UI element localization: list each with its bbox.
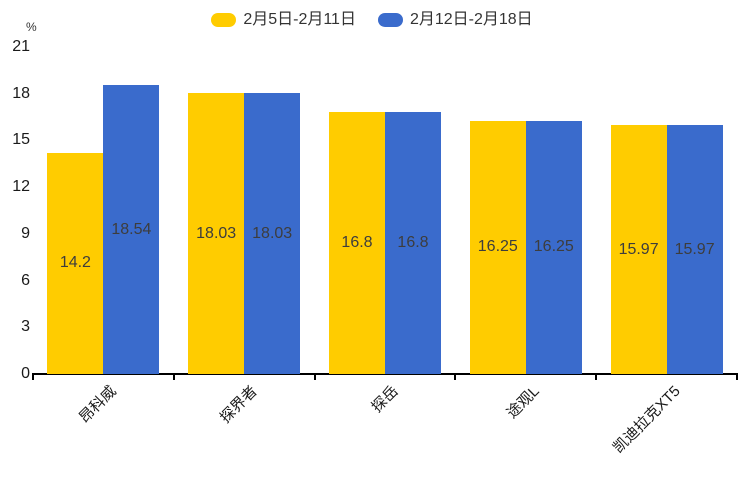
bar-value-label: 18.03 [196,224,237,242]
x-axis-tick [313,374,316,380]
x-axis-tick [172,374,175,380]
x-axis-category-label: 凯迪拉克XT5 [609,382,684,457]
bar [525,120,582,374]
y-axis-tick-label: 0 [21,365,30,382]
bar [47,152,104,374]
bar-value-label: 18.03 [252,224,293,242]
y-axis-tick-label: 9 [21,224,30,242]
chart-legend: 2月5日-2月11日 2月12日-2月18日 [0,9,744,31]
bar [103,85,160,374]
bar-value-label: 15.97 [618,240,659,258]
y-axis-tick-label: 18 [12,84,30,102]
y-axis-tick-label: 12 [12,178,30,196]
bar [329,112,385,374]
legend-label: 2月12日-2月18日 [409,11,533,28]
x-axis-category-label: 探岳 [368,382,402,416]
bar [244,93,301,374]
y-axis-tick-label: 6 [21,271,30,289]
bar [666,125,723,374]
x-axis-tick [32,374,34,380]
bar [385,112,441,374]
legend-label: 2月5日-2月11日 [243,11,356,28]
y-axis-tick-label: 3 [21,318,30,336]
legend-swatch-icon [377,13,403,27]
bar [610,125,667,374]
x-axis-category-label: 探界者 [217,382,261,427]
bar-value-label: 16.25 [533,238,574,256]
x-axis-category-label: 途观L [503,382,543,422]
bar [469,120,526,374]
bar-value-label: 18.54 [111,220,152,238]
x-axis-category-label: 昂科威 [76,382,121,427]
x-axis-tick [595,374,598,380]
legend-item: 2月12日-2月18日 [377,11,533,29]
y-axis-unit-label: % [26,20,37,34]
y-axis-tick-label: 15 [12,131,30,149]
legend-swatch-icon [211,13,237,27]
bar-value-label: 16.8 [397,234,429,252]
bar-value-label: 16.25 [477,238,518,256]
bar [188,93,245,374]
x-axis-tick [736,374,738,380]
bar-value-label: 16.8 [341,234,373,252]
bar-value-label: 14.2 [59,254,91,272]
x-axis-tick [454,374,457,380]
y-axis-tick-label: 21 [12,38,30,55]
bar-value-label: 15.97 [674,240,715,258]
legend-item: 2月5日-2月11日 [211,11,356,29]
x-axis-line [32,373,738,375]
